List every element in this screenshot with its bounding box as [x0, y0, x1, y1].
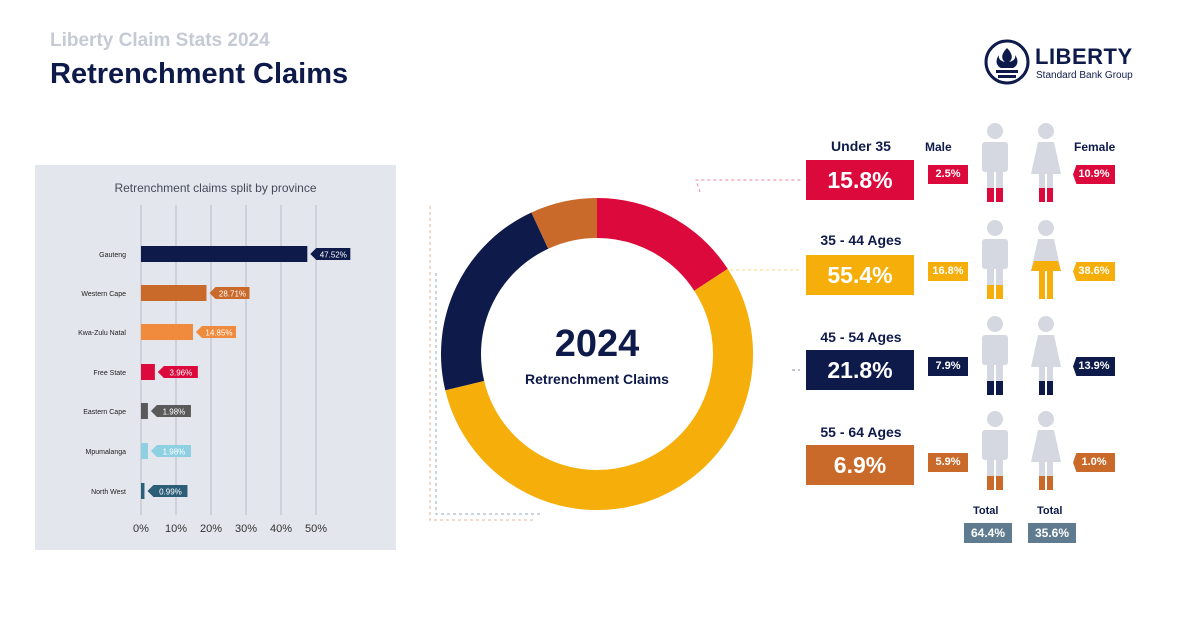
- value-label: 0.99%: [159, 488, 182, 497]
- male-figure-icon: [978, 219, 1012, 306]
- male-figure-icon: [978, 410, 1012, 497]
- bar: [141, 443, 148, 459]
- x-tick-label: 50%: [305, 523, 327, 535]
- donut-center-label: Retrenchment Claims: [525, 371, 669, 387]
- category-label: Gauteng: [99, 252, 126, 259]
- male-header: Male: [925, 140, 952, 154]
- female-total-badge: 35.6%: [1028, 523, 1076, 543]
- age-group-percent-box: 15.8%: [806, 160, 914, 200]
- value-label-tag: [157, 366, 198, 378]
- page-kicker: Liberty Claim Stats 2024: [50, 30, 270, 51]
- value-label: 1.98%: [163, 408, 186, 417]
- female-percent-tag: 38.6%: [1073, 262, 1115, 281]
- logo-name: LIBERTY: [1035, 44, 1133, 69]
- male-total-badge: 64.4%: [964, 523, 1012, 543]
- x-tick-label: 30%: [235, 523, 257, 535]
- age-group-percent-box: 21.8%: [806, 350, 914, 390]
- connector-45-54: [435, 273, 540, 515]
- male-percent-tag: 5.9%: [928, 453, 968, 472]
- value-label-tag: [195, 326, 236, 338]
- female-figure-icon: [1029, 122, 1063, 209]
- bar: [141, 483, 145, 499]
- connector-55-64: [429, 206, 535, 521]
- category-label: Western Cape: [81, 291, 126, 298]
- province-bar-chart: 0% 10% 20% 30% 40% 50% Gauteng 47.52% Western Ca…: [78, 205, 351, 535]
- male-figure-icon: [978, 315, 1012, 402]
- age-group-label: 35 - 44 Ages: [820, 232, 902, 248]
- female-total-label: Total: [1037, 505, 1063, 517]
- female-header: Female: [1074, 140, 1116, 154]
- male-figure-icon: [978, 122, 1012, 209]
- age-donut-chart: 2024 Retrenchment Claims: [429, 179, 801, 521]
- x-tick-label: 40%: [270, 523, 292, 535]
- male-percent-tag: 2.5%: [928, 165, 968, 184]
- female-figure-icon: [1029, 315, 1063, 402]
- province-chart-panel: Retrenchment claims split by province 0%…: [35, 165, 396, 550]
- value-label: 14.85%: [205, 329, 232, 338]
- bar: [141, 285, 207, 301]
- age-group-label: 45 - 54 Ages: [820, 329, 902, 345]
- age-group-label: 55 - 64 Ages: [820, 424, 902, 440]
- female-percent-tag: 1.0%: [1073, 453, 1115, 472]
- connector-under35: [695, 179, 801, 193]
- x-tick-label: 20%: [200, 523, 222, 535]
- bar: [141, 403, 148, 419]
- page-title: Retrenchment Claims: [50, 58, 349, 90]
- female-percent-tag: 10.9%: [1073, 165, 1115, 184]
- donut-slice: [531, 198, 598, 249]
- value-label: 47.52%: [320, 251, 347, 260]
- category-label: North West: [91, 489, 126, 496]
- category-label: Eastern Cape: [83, 409, 126, 416]
- male-percent-tag: 16.8%: [928, 262, 968, 281]
- female-figure-icon: [1029, 410, 1063, 497]
- category-label: Free State: [93, 370, 126, 377]
- age-group-label: Under 35: [831, 138, 891, 154]
- value-label-tag: [209, 287, 250, 299]
- liberty-logo-icon: [984, 39, 1030, 85]
- bar: [141, 364, 155, 380]
- donut-slice: [596, 198, 728, 292]
- x-tick-label: 10%: [165, 523, 187, 535]
- value-label: 1.98%: [163, 448, 186, 457]
- donut-center-year: 2024: [555, 323, 640, 365]
- donut-slice: [441, 212, 549, 391]
- age-group-percent-box: 55.4%: [806, 255, 914, 295]
- bar: [141, 324, 193, 340]
- value-label-tag: [150, 405, 191, 417]
- logo-subtitle: Standard Bank Group: [1036, 70, 1133, 81]
- female-percent-tag: 13.9%: [1073, 357, 1115, 376]
- province-chart-title: Retrenchment claims split by province: [114, 181, 317, 195]
- value-label: 28.71%: [219, 290, 246, 299]
- female-figure-icon: [1029, 219, 1063, 306]
- category-label: Kwa-Zulu Natal: [78, 330, 126, 337]
- x-tick-label: 0%: [133, 523, 149, 535]
- value-label-tag: [150, 445, 191, 457]
- category-label: Mpumalanga: [86, 449, 127, 456]
- value-label-tag: [147, 485, 188, 497]
- male-total-label: Total: [973, 505, 999, 517]
- value-label: 3.96%: [170, 369, 193, 378]
- bar: [141, 246, 308, 262]
- value-label-tag: [310, 248, 351, 260]
- male-percent-tag: 7.9%: [928, 357, 968, 376]
- age-group-percent-box: 6.9%: [806, 445, 914, 485]
- donut-slice: [445, 268, 753, 510]
